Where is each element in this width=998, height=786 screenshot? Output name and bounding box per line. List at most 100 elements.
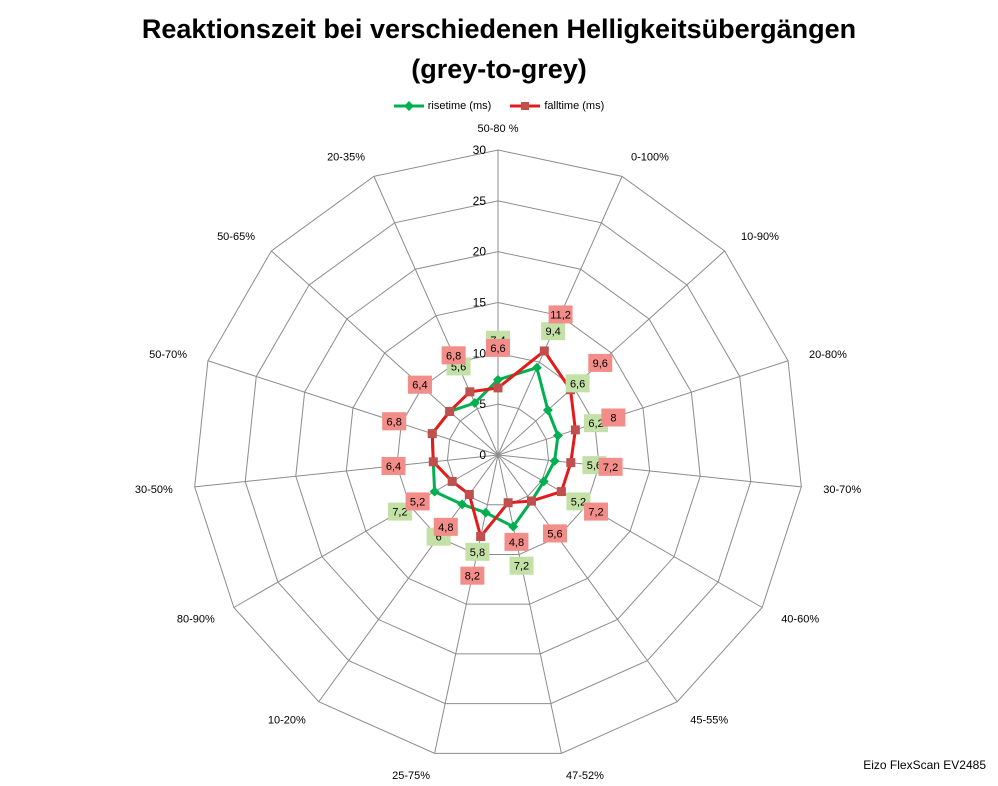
falltime-data-label-bg xyxy=(486,338,510,357)
grid-spoke xyxy=(207,360,499,456)
falltime-data-label-bg xyxy=(548,305,573,324)
radial-tick-label: 20 xyxy=(473,245,487,259)
falltime-data-label-bg xyxy=(584,502,609,521)
grid-ring xyxy=(396,352,600,555)
falltime-point xyxy=(493,383,503,393)
radial-tick-label: 10 xyxy=(473,346,487,360)
grid-spoke xyxy=(194,454,499,488)
category-label: 10-90% xyxy=(741,231,779,243)
risetime-point xyxy=(493,374,503,385)
falltime-data-label-bg xyxy=(588,353,613,372)
falltime-data-label: 9,6 xyxy=(593,358,608,370)
falltime-data-label: 5,6 xyxy=(547,528,562,540)
falltime-data-label: 5,2 xyxy=(410,496,425,508)
falltime-data-label: 6,6 xyxy=(490,343,505,355)
chart-title: Reaktionszeit bei verschiedenen Helligke… xyxy=(141,14,857,44)
grid-ring xyxy=(446,403,550,506)
grid-spoke xyxy=(497,250,725,456)
falltime-point xyxy=(526,496,536,506)
falltime-data-label-bg xyxy=(405,492,430,511)
category-label: 0-100% xyxy=(631,151,669,163)
risetime-data-label: 7,2 xyxy=(392,507,407,519)
falltime-point xyxy=(556,487,566,497)
grid-spoke xyxy=(497,360,789,456)
falltime-point xyxy=(566,458,576,468)
falltime-data-label-bg xyxy=(504,532,529,551)
radial-tick-label: 30 xyxy=(473,143,487,157)
risetime-point xyxy=(480,507,491,518)
legend-label-falltime: falltime (ms) xyxy=(544,100,605,112)
falltime-point xyxy=(428,457,438,467)
falltime-data-label: 11,2 xyxy=(550,309,571,321)
falltime-line xyxy=(430,349,577,539)
risetime-data-label: 6,6 xyxy=(570,378,585,390)
falltime-point xyxy=(464,489,474,499)
grid-spoke xyxy=(434,454,499,754)
falltime-data-label-bg xyxy=(601,408,626,427)
falltime-data-label-bg xyxy=(382,412,407,431)
falltime-data-label: 6,8 xyxy=(387,416,402,428)
footer-source: Eizo FlexScan EV2485 xyxy=(863,758,986,772)
falltime-data-label: 6,8 xyxy=(446,350,461,362)
falltime-point xyxy=(570,425,580,435)
legend: risetime (ms) falltime (ms) xyxy=(0,100,998,114)
grid-ring xyxy=(295,251,701,655)
falltime-data-label: 4,8 xyxy=(509,537,524,549)
risetime-point xyxy=(469,398,480,408)
category-label: 30-70% xyxy=(823,484,861,496)
legend-label-risetime: risetime (ms) xyxy=(427,100,492,112)
risetime-point xyxy=(549,456,560,466)
risetime-point xyxy=(538,476,549,487)
category-label: 47-52% xyxy=(566,770,604,782)
grid-spoke xyxy=(373,176,499,456)
radial-tick-label: 15 xyxy=(473,296,487,310)
category-label: 50-80 % xyxy=(478,123,519,135)
risetime-data-label: 5,6 xyxy=(451,361,466,373)
grid-ring xyxy=(244,200,752,705)
risetime-point xyxy=(457,499,468,510)
risetime-point xyxy=(552,430,563,441)
category-label: 50-65% xyxy=(217,231,255,243)
category-label: 50-70% xyxy=(149,349,187,361)
category-label: 80-90% xyxy=(177,614,215,626)
radial-tick-label: 25 xyxy=(473,194,487,208)
risetime-data-label: 5,6 xyxy=(587,460,602,472)
risetime-legend-marker xyxy=(393,101,424,111)
risetime-point xyxy=(542,405,553,416)
category-label: 40-60% xyxy=(781,614,819,626)
category-label: 45-55% xyxy=(690,715,728,727)
falltime-point xyxy=(445,406,455,416)
falltime-data-label: 7,2 xyxy=(603,462,618,474)
falltime-data-label-bg xyxy=(598,457,623,476)
category-label: 10-20% xyxy=(268,715,306,727)
falltime-data-label: 7,2 xyxy=(588,507,603,519)
grid-ring xyxy=(345,301,651,605)
risetime-data-label: 7,2 xyxy=(514,561,529,573)
falltime-point xyxy=(539,346,549,356)
category-label: 25-75% xyxy=(392,770,430,782)
category-label: 20-80% xyxy=(809,349,847,361)
falltime-point xyxy=(503,498,513,508)
grid-ring xyxy=(194,149,802,754)
radial-tick-label: 5 xyxy=(479,397,486,411)
category-label: 30-50% xyxy=(135,484,173,496)
falltime-data-label: 8 xyxy=(610,413,616,425)
falltime-data-label: 6,4 xyxy=(412,380,427,392)
falltime-data-label: 4,8 xyxy=(438,522,453,534)
risetime-point xyxy=(429,486,440,497)
grid-spoke xyxy=(271,250,499,456)
risetime-data-label-bg xyxy=(565,374,590,393)
falltime-point xyxy=(427,429,437,439)
falltime-point xyxy=(447,476,457,486)
risetime-data-label-bg xyxy=(465,542,490,561)
risetime-data-label-bg xyxy=(509,556,534,575)
falltime-data-label-bg xyxy=(407,375,432,394)
risetime-data-label: 5,8 xyxy=(470,547,485,559)
risetime-point xyxy=(531,362,542,373)
falltime-point xyxy=(465,387,475,397)
risetime-data-label: 6,2 xyxy=(588,418,603,430)
falltime-point xyxy=(476,532,486,542)
category-label: 20-35% xyxy=(327,151,365,163)
risetime-data-label: 9,4 xyxy=(545,326,560,338)
